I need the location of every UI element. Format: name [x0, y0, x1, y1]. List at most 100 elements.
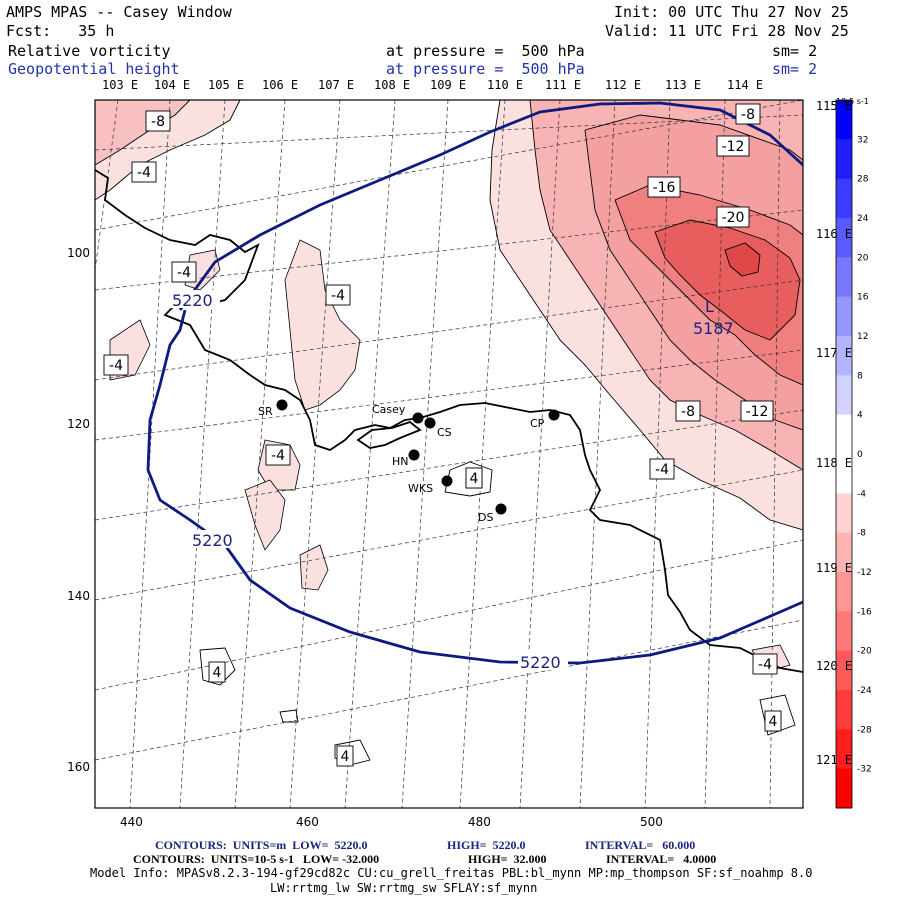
- colorbar-swatch: [836, 218, 852, 258]
- grid-x-tick: 500: [640, 815, 663, 829]
- vorticity-label: -4: [331, 288, 345, 304]
- vorticity-label: -4: [271, 448, 285, 464]
- grid-y-tick: 140: [67, 589, 90, 603]
- station-label-hn: HN: [392, 455, 409, 468]
- colorbar-swatch: [836, 375, 852, 416]
- station-ds[interactable]: [495, 503, 507, 515]
- colorbar-tick-label: -8: [857, 529, 866, 539]
- vorticity-label-box: [265, 444, 291, 466]
- vorticity-label: 4: [769, 714, 778, 730]
- vorticity-label-box: [145, 110, 171, 132]
- model-title: AMPS MPAS -- Casey Window: [6, 3, 232, 21]
- vorticity-label: -8: [681, 404, 695, 420]
- height-contour-5220-west: [146, 309, 803, 665]
- lon-label: 116 E: [816, 227, 852, 241]
- colorbar-tick-label: 4: [857, 411, 863, 421]
- vorticity-label-box: [764, 710, 782, 732]
- vorticity-label-box: [649, 458, 675, 480]
- vorticity-fill-core: [725, 243, 760, 276]
- lon-label: 118 E: [816, 456, 852, 470]
- grid-x-tick: 440: [120, 815, 143, 829]
- forecast-hour: Fcst: 35 h: [6, 22, 115, 40]
- colorbar-tick-label: -16: [857, 607, 872, 617]
- coastline: [95, 169, 803, 673]
- grid-x-tick: 460: [296, 815, 319, 829]
- plot-frame: [94, 99, 804, 809]
- colorbar-swatch: [836, 650, 852, 691]
- colorbar: [835, 99, 853, 809]
- colorbar-tick-label: -12: [857, 568, 872, 578]
- vorticity-label-box: [740, 400, 774, 422]
- station-label-casey: Casey: [372, 403, 406, 416]
- station-label-wks: WKS: [408, 482, 433, 495]
- lon-label: 111 E: [545, 78, 581, 92]
- colorbar-tick-label: 8: [857, 371, 863, 381]
- colorbar-swatch: [836, 572, 852, 612]
- station-wks[interactable]: [441, 475, 453, 487]
- station-casey[interactable]: [412, 412, 424, 424]
- vorticity-label: 4: [470, 471, 479, 487]
- plot-area: [95, 100, 803, 808]
- colorbar-tick-label: 28: [857, 175, 869, 185]
- vorticity-label-box: [171, 261, 197, 283]
- vorticity-label-box: [735, 103, 761, 125]
- vorticity-fill-minus20: [655, 220, 800, 340]
- station-label-sr: SR: [258, 405, 273, 418]
- station-label-cp: CP: [530, 417, 545, 430]
- field2-level: at pressure = 500 hPa: [386, 60, 585, 78]
- lon-label: 104 E: [154, 78, 190, 92]
- vorticity-label: 4: [213, 665, 222, 681]
- lon-label: 107 E: [318, 78, 354, 92]
- grid-y-ticks: 100 120 140 160: [67, 246, 90, 774]
- colorbar-tick-label: -32: [857, 765, 872, 775]
- vorticity-label-box: [675, 400, 701, 422]
- longitude-top: 103 E 104 E 105 E 106 E 107 E 108 E 109 …: [102, 78, 763, 92]
- lon-label: 121 E: [816, 753, 852, 767]
- vorticity-label-box: [716, 135, 750, 157]
- colorbar-swatch: [836, 336, 852, 376]
- lon-label: 114 E: [727, 78, 763, 92]
- lon-label: 108 E: [374, 78, 410, 92]
- vorticity-label-box: [752, 653, 778, 675]
- vorticity-blob-s3: [299, 544, 329, 591]
- vorticity-label-box: [103, 354, 129, 376]
- stations: [276, 399, 560, 515]
- lon-label: 105 E: [208, 78, 244, 92]
- station-sr[interactable]: [276, 399, 288, 411]
- field1-name: Relative vorticity: [8, 42, 171, 60]
- station-cp[interactable]: [548, 409, 560, 421]
- vorticity-label: -4: [655, 462, 669, 478]
- colorbar-tick-label: 24: [857, 214, 869, 224]
- colorbar-frame: [835, 99, 853, 809]
- colorbar-swatch: [836, 139, 852, 180]
- grid-y-tick: 100: [67, 246, 90, 260]
- colorbar-tick-label: 20: [857, 253, 869, 263]
- field2-smoothing: sm= 2: [772, 60, 818, 78]
- colorbar-swatch: [836, 690, 852, 730]
- lon-label: 120 E: [816, 659, 852, 673]
- low-center-value: 5187: [693, 319, 734, 338]
- footer-vort-contours: CONTOURS: UNITS=10-5 s-1 LOW= -32.000: [133, 852, 380, 866]
- vorticity-label-box: [647, 176, 681, 198]
- low-center-marker: L: [705, 297, 714, 316]
- station-label-ds: DS: [478, 511, 493, 524]
- footer-vort-high: HIGH= 32.000: [468, 852, 547, 866]
- vorticity-label: -4: [758, 657, 772, 673]
- station-cs[interactable]: [424, 417, 436, 429]
- vorticity-label: -12: [746, 404, 769, 420]
- vorticity-label: -12: [722, 139, 745, 155]
- colorbar-swatch: [836, 414, 852, 455]
- colorbar-swatch: [836, 493, 852, 534]
- colorbar-swatch: [836, 178, 852, 219]
- colorbar-swatch: [836, 729, 852, 770]
- vorticity-label-box: [716, 206, 750, 228]
- colorbar-tick-label: 12: [857, 332, 868, 342]
- colorbar-swatch: [836, 532, 852, 573]
- vorticity-contours: [95, 100, 803, 766]
- vorticity-label: -4: [177, 265, 191, 281]
- vorticity-blob-s2: [244, 479, 286, 551]
- station-hn[interactable]: [408, 449, 420, 461]
- vorticity-label-box: [131, 161, 157, 183]
- field1-smoothing: sm= 2: [772, 42, 818, 60]
